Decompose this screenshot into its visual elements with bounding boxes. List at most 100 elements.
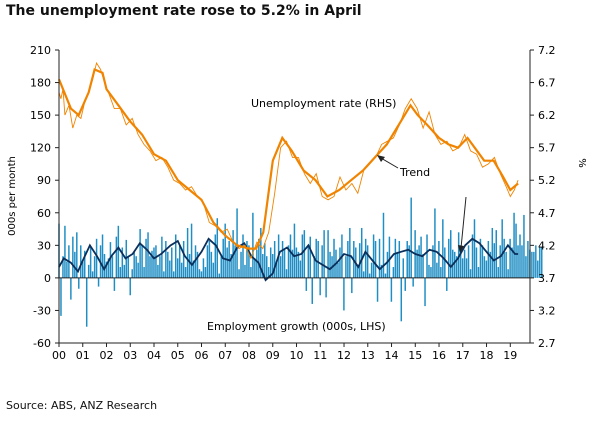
x-tick-label: 06: [195, 349, 209, 362]
employment-bar: [182, 240, 185, 278]
employment-bar: [80, 245, 82, 278]
employment-bar: [360, 227, 363, 278]
employment-bar: [426, 234, 428, 278]
employment-bar: [244, 264, 246, 278]
employment-bar: [329, 251, 331, 278]
employment-bar: [412, 277, 414, 287]
right-tick-label: 3.7: [538, 272, 556, 285]
x-tick-label: 13: [361, 349, 375, 362]
employment-bar: [111, 256, 114, 278]
right-tick-label: 6.2: [538, 109, 556, 122]
employment-bar: [525, 256, 527, 278]
left-axis-ticks: -60 -30 0 30 60 90 120 150 180 210: [30, 44, 59, 350]
employment-bar: [444, 247, 446, 278]
employment-bar: [256, 249, 258, 278]
employment-bar: [214, 234, 217, 278]
employment-bar: [448, 238, 450, 278]
employment-bar: [418, 245, 420, 278]
employment-bar: [198, 269, 201, 278]
employment-bar: [402, 258, 404, 278]
employment-bar: [527, 240, 529, 278]
employment-bar: [62, 256, 64, 278]
employment-bar: [339, 247, 341, 278]
employment-bar: [60, 277, 62, 316]
employment-bar: [424, 277, 426, 307]
employment-bar: [345, 256, 347, 278]
employment-bar: [287, 245, 290, 278]
employment-bar: [147, 232, 149, 278]
employment-bar: [119, 267, 122, 278]
employment-bar: [333, 238, 335, 278]
employment-bar: [248, 245, 250, 278]
employment-bar: [163, 271, 165, 278]
employment-bar: [519, 234, 521, 278]
employment-bar: [343, 277, 345, 311]
employment-bar: [455, 256, 458, 278]
employment-bar: [218, 273, 220, 278]
employment-bar: [174, 234, 177, 278]
employment-bar: [511, 247, 513, 278]
employment-bar: [485, 260, 488, 278]
x-tick-label: 16: [432, 349, 446, 362]
employment-bar: [194, 245, 197, 278]
right-tick-label: 5.7: [538, 142, 556, 155]
employment-bar: [392, 267, 395, 278]
employment-bar: [246, 240, 248, 278]
employment-bar: [309, 236, 312, 278]
employment-bar: [372, 234, 375, 278]
employment-bar: [260, 227, 262, 278]
employment-bar: [327, 230, 329, 278]
employment-bar: [240, 251, 242, 278]
employment-bar: [531, 251, 533, 278]
trend-arrow-line-2: [460, 196, 467, 249]
employment-bar: [242, 234, 244, 278]
employment-bar: [266, 256, 268, 278]
employment-bar: [434, 208, 436, 278]
employment-bar: [495, 230, 497, 278]
employment-bar: [404, 277, 406, 291]
right-tick-label: 6.7: [538, 77, 556, 90]
x-tick-label: 05: [171, 349, 185, 362]
right-tick-label: 3.2: [538, 304, 556, 317]
x-tick-label: 14: [385, 349, 399, 362]
employment-bar: [481, 245, 484, 278]
employment-bar: [258, 238, 260, 278]
employment-bar: [171, 247, 173, 278]
employment-bar: [83, 250, 86, 278]
employment-bar: [74, 251, 76, 278]
employment-bar: [252, 212, 254, 278]
left-tick-label: 30: [37, 239, 51, 252]
employment-bar: [469, 269, 472, 278]
employment-bar: [351, 277, 353, 294]
employment-bar: [234, 245, 236, 278]
employment-bar: [267, 267, 270, 278]
employment-bar: [396, 251, 399, 278]
employment-bar: [105, 261, 108, 278]
employment-bar: [521, 245, 523, 278]
employment-bar: [141, 245, 143, 278]
employment-bar: [208, 240, 211, 278]
employment-bar: [109, 242, 112, 278]
employment-bar: [157, 264, 159, 278]
right-axis-ticks: 2.7 3.2 3.7 4.2 4.7 5.2 5.7 6.2 6.7 7.2: [530, 44, 556, 350]
employment-bar: [368, 273, 371, 278]
employment-bar: [483, 256, 486, 278]
employment-bar: [491, 227, 494, 278]
employment-bar: [196, 251, 199, 278]
employment-bar: [297, 251, 300, 278]
employment-bar: [115, 236, 118, 278]
employment-bar: [299, 260, 302, 278]
employment-bar: [192, 260, 195, 278]
employment-bar: [224, 223, 226, 278]
employment-bar: [463, 249, 466, 278]
x-tick-label: 10: [290, 349, 304, 362]
employment-bar: [376, 277, 379, 302]
employment-bar: [236, 208, 238, 278]
employment-bar: [159, 256, 161, 278]
x-tick-label: 09: [266, 349, 280, 362]
employment-bar: [155, 245, 157, 278]
employment-bar: [271, 254, 274, 278]
employment-bar: [537, 260, 539, 278]
employment-bar: [432, 245, 434, 278]
